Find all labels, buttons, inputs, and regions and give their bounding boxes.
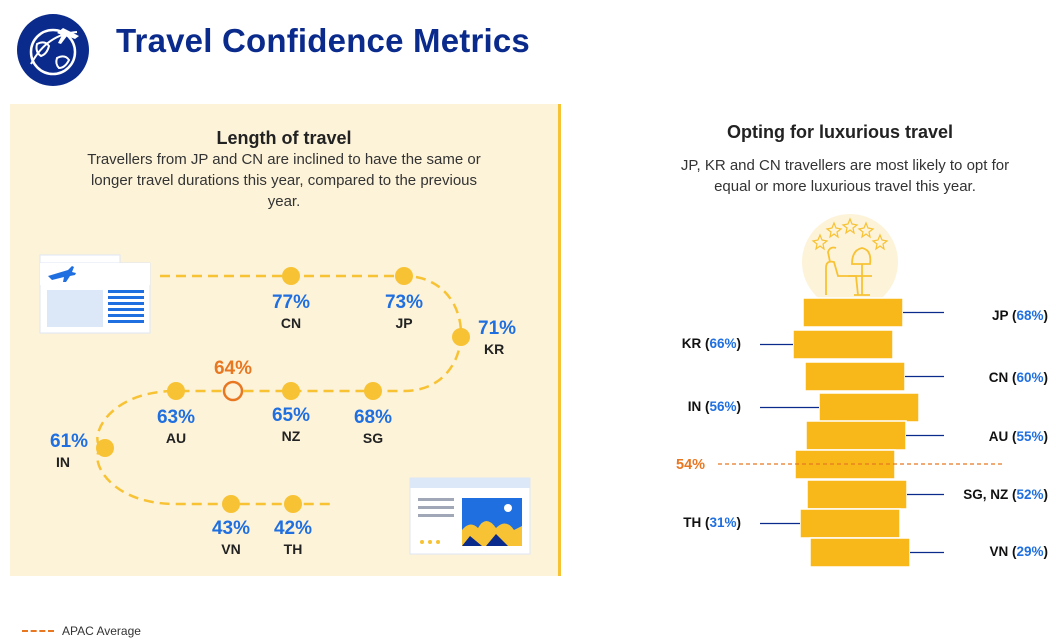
subtitle-line: JP, KR and CN travellers are most likely… [680,157,1010,174]
lounge-chair-illustration [802,214,898,310]
route-point-th [284,495,302,513]
stack-label-sg-nz: SG, NZ (52%) [963,487,1048,502]
subtitle-line: year. [267,193,301,210]
route-country-label-jp: JP [395,315,412,331]
route-value-label-au: 63% [157,407,195,428]
apac-average-legend-line [22,630,54,632]
stack-bar-in [818,392,920,423]
stack-bar-jp [802,297,904,328]
route-country-label-sg: SG [363,430,383,446]
route-value-label-cn: 77% [272,292,310,313]
route-value-label-vn: 43% [212,518,250,539]
stack-bar-vn [809,537,911,568]
route-point-cn [282,267,300,285]
flight-booking-illustration [39,254,151,334]
stack-bar-th [799,508,901,539]
travel-route-path [96,274,463,506]
stack-label-jp: JP (68%) [992,308,1048,323]
route-country-label-th: TH [284,541,303,557]
stack-label-cn: CN (60%) [989,370,1048,385]
route-value-label-kr: 71% [478,318,516,339]
route-point-in [96,439,114,457]
subtitle-line: equal or more luxurious travel this year… [714,178,976,195]
route-country-label-cn: CN [281,315,301,331]
stack-bar-au [805,420,907,451]
route-country-label-kr: KR [484,341,504,357]
length-of-travel-title: Length of travel [216,128,352,148]
stack-bar-kr [792,329,894,360]
globe-airplane-icon [17,14,89,86]
length-of-travel-chart: 77% CN 73% JP 71% KR 68% SG 65% NZ 63% AU 61% IN 43% VN… [39,254,531,557]
route-country-label-in: IN [56,454,70,470]
stack-bar-cn [804,361,906,392]
route-point-au [167,382,185,400]
route-value-label-th: 42% [274,518,312,539]
route-average-marker [222,380,244,402]
stack-label-in: IN (56%) [688,399,741,414]
route-point-kr [452,328,470,346]
stack-label-au: AU (55%) [989,429,1048,444]
route-point-jp [395,267,413,285]
stack-label-th: TH (31%) [683,515,741,530]
route-point-nz [282,382,300,400]
stack-label-kr: KR (66%) [682,336,741,351]
route-value-label-nz: 65% [272,405,310,426]
subtitle-line: longer travel durations this year, compa… [90,172,478,189]
length-of-travel-subtitle: Travellers from JP and CN are inclined t… [54,149,514,212]
route-value-label-jp: 73% [385,292,423,313]
route-point-vn [222,495,240,513]
subtitle-line: Travellers from JP and CN are inclined t… [87,151,481,168]
route-country-label-vn: VN [221,541,240,557]
route-country-label-nz: NZ [282,428,301,444]
stack-average-label: 54% [676,457,705,473]
luxurious-travel-title: Opting for luxurious travel [726,122,954,142]
apac-average-legend-label: APAC Average [62,624,141,638]
route-average-label: 64% [214,358,252,379]
route-country-label-au: AU [166,430,186,446]
stack-label-vn: VN (29%) [989,544,1048,559]
luxurious-travel-subtitle: JP, KR and CN travellers are most likely… [630,155,1056,197]
destination-illustration [409,477,531,555]
legend: APAC Average [22,624,141,638]
stack-bar-sg-nz [806,479,908,510]
route-value-label-in: 61% [50,431,88,452]
route-point-sg [364,382,382,400]
route-value-label-sg: 68% [354,407,392,428]
page-title: Travel Confidence Metrics [116,22,530,59]
